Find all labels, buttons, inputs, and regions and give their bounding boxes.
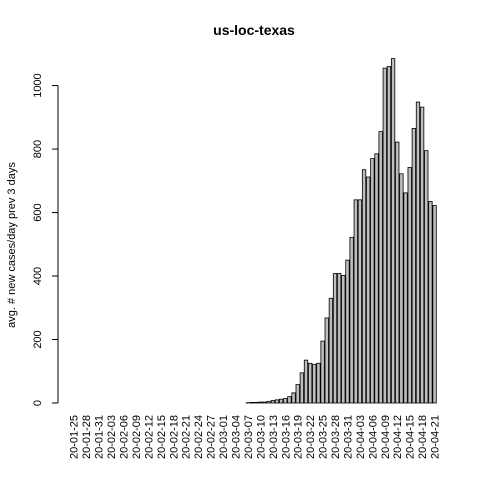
bar-20-03-23 (312, 363, 317, 404)
x-tick-label: 20-03-07 (243, 415, 255, 459)
bar-20-04-02 (353, 199, 358, 404)
x-tick-label: 20-02-27 (206, 415, 218, 459)
x-tick-label: 20-02-09 (131, 415, 143, 459)
bar-20-03-21 (303, 359, 309, 404)
bar-20-04-01 (349, 236, 354, 404)
x-tick-label: 20-03-16 (280, 415, 292, 459)
bar-20-03-19 (295, 384, 300, 404)
x-tick-label: 20-02-03 (106, 415, 118, 459)
bar-20-03-18 (291, 392, 296, 404)
x-tick-label: 20-04-15 (405, 415, 417, 459)
x-axis: 20-01-25 20-01-28 20-01-31 20-02-03 20-02-06… (69, 415, 442, 459)
x-tick-label: 20-03-22 (305, 415, 317, 459)
x-tick-label: 20-03-28 (330, 415, 342, 459)
bar-20-04-18 (420, 106, 425, 404)
x-tick-label: 20-02-06 (118, 415, 130, 459)
y-tick-label: 200 (32, 330, 44, 348)
bar-20-04-07 (374, 153, 379, 404)
x-tick-label: 20-02-18 (168, 415, 180, 459)
y-tick-label: 1000 (32, 73, 44, 97)
x-tick-label: 20-03-04 (230, 415, 242, 459)
bar-20-04-06 (370, 158, 375, 404)
bar-20-03-28 (332, 273, 338, 404)
bar-20-03-13 (270, 400, 275, 404)
x-tick-label: 20-02-21 (181, 415, 193, 459)
bar-20-04-17 (415, 101, 421, 404)
bar-20-03-14 (274, 399, 280, 404)
x-tick-label: 20-01-28 (81, 415, 93, 459)
bar-20-04-08 (378, 131, 383, 404)
x-tick-label: 20-01-31 (94, 415, 106, 459)
x-tick-label: 20-03-01 (218, 415, 230, 459)
x-tick-label: 20-02-12 (143, 415, 155, 459)
bar-20-04-10 (386, 66, 392, 404)
x-tick-label: 20-01-25 (69, 415, 81, 459)
x-tick-label: 20-03-13 (268, 415, 280, 459)
x-tick-label: 20-03-10 (255, 415, 267, 459)
y-tick-label: 800 (32, 140, 44, 158)
y-tick-label: 0 (32, 400, 44, 406)
bar-20-03-22 (308, 362, 313, 404)
bar-20-04-20 (428, 201, 433, 404)
x-tick-label: 20-03-19 (293, 415, 305, 459)
bar-20-03-27 (328, 297, 334, 404)
x-tick-label: 20-04-12 (392, 415, 404, 459)
bar-20-03-09 (254, 401, 259, 404)
y-tick-label: 600 (32, 203, 44, 221)
bar-20-04-15 (407, 167, 412, 404)
bar-20-04-12 (395, 141, 400, 404)
x-tick-label: 20-04-09 (380, 415, 392, 459)
bar-20-03-31 (345, 259, 350, 404)
x-tick-label: 20-02-24 (193, 415, 205, 459)
x-tick-label: 20-04-18 (417, 415, 429, 459)
bar-20-04-04 (361, 169, 367, 404)
x-tick-label: 20-04-03 (355, 415, 367, 459)
bar-20-03-17 (287, 396, 292, 404)
y-axis-label: avg. # new cases/day prev 3 days (6, 162, 18, 328)
bar-20-03-15 (278, 398, 284, 404)
bar-20-04-09 (382, 67, 387, 404)
x-tick-label: 20-03-25 (318, 415, 330, 459)
bar-20-03-10 (258, 401, 263, 404)
bar-20-03-24 (316, 362, 321, 404)
bar-20-04-21 (432, 205, 437, 404)
bar-20-04-05 (366, 176, 371, 404)
y-axis: 0 200 400 600 800 1000 (32, 73, 59, 406)
bar-20-03-16 (283, 398, 288, 404)
bar-20-03-26 (324, 317, 329, 404)
bar-20-03-29 (337, 273, 342, 404)
bar-20-03-08 (249, 401, 255, 404)
bar-20-04-14 (403, 192, 408, 404)
x-tick-label: 20-04-21 (430, 415, 442, 459)
x-tick-label: 20-02-15 (156, 415, 168, 459)
bar-20-03-30 (341, 274, 346, 404)
x-tick-label: 20-03-31 (342, 415, 354, 459)
bar-20-04-19 (424, 150, 429, 404)
bar-20-04-11 (390, 58, 396, 404)
bar-20-04-03 (357, 199, 363, 404)
bar-20-03-25 (320, 340, 325, 404)
y-tick-label: 400 (32, 267, 44, 285)
bar-20-04-13 (399, 173, 404, 404)
bar-20-04-16 (411, 128, 416, 404)
bar-20-03-11 (262, 401, 267, 404)
bars-group (245, 58, 437, 404)
bar-20-03-20 (299, 372, 304, 404)
bar-20-03-12 (266, 401, 271, 404)
chart-title: us-loc-texas (213, 22, 295, 38)
x-tick-label: 20-04-06 (367, 415, 379, 459)
